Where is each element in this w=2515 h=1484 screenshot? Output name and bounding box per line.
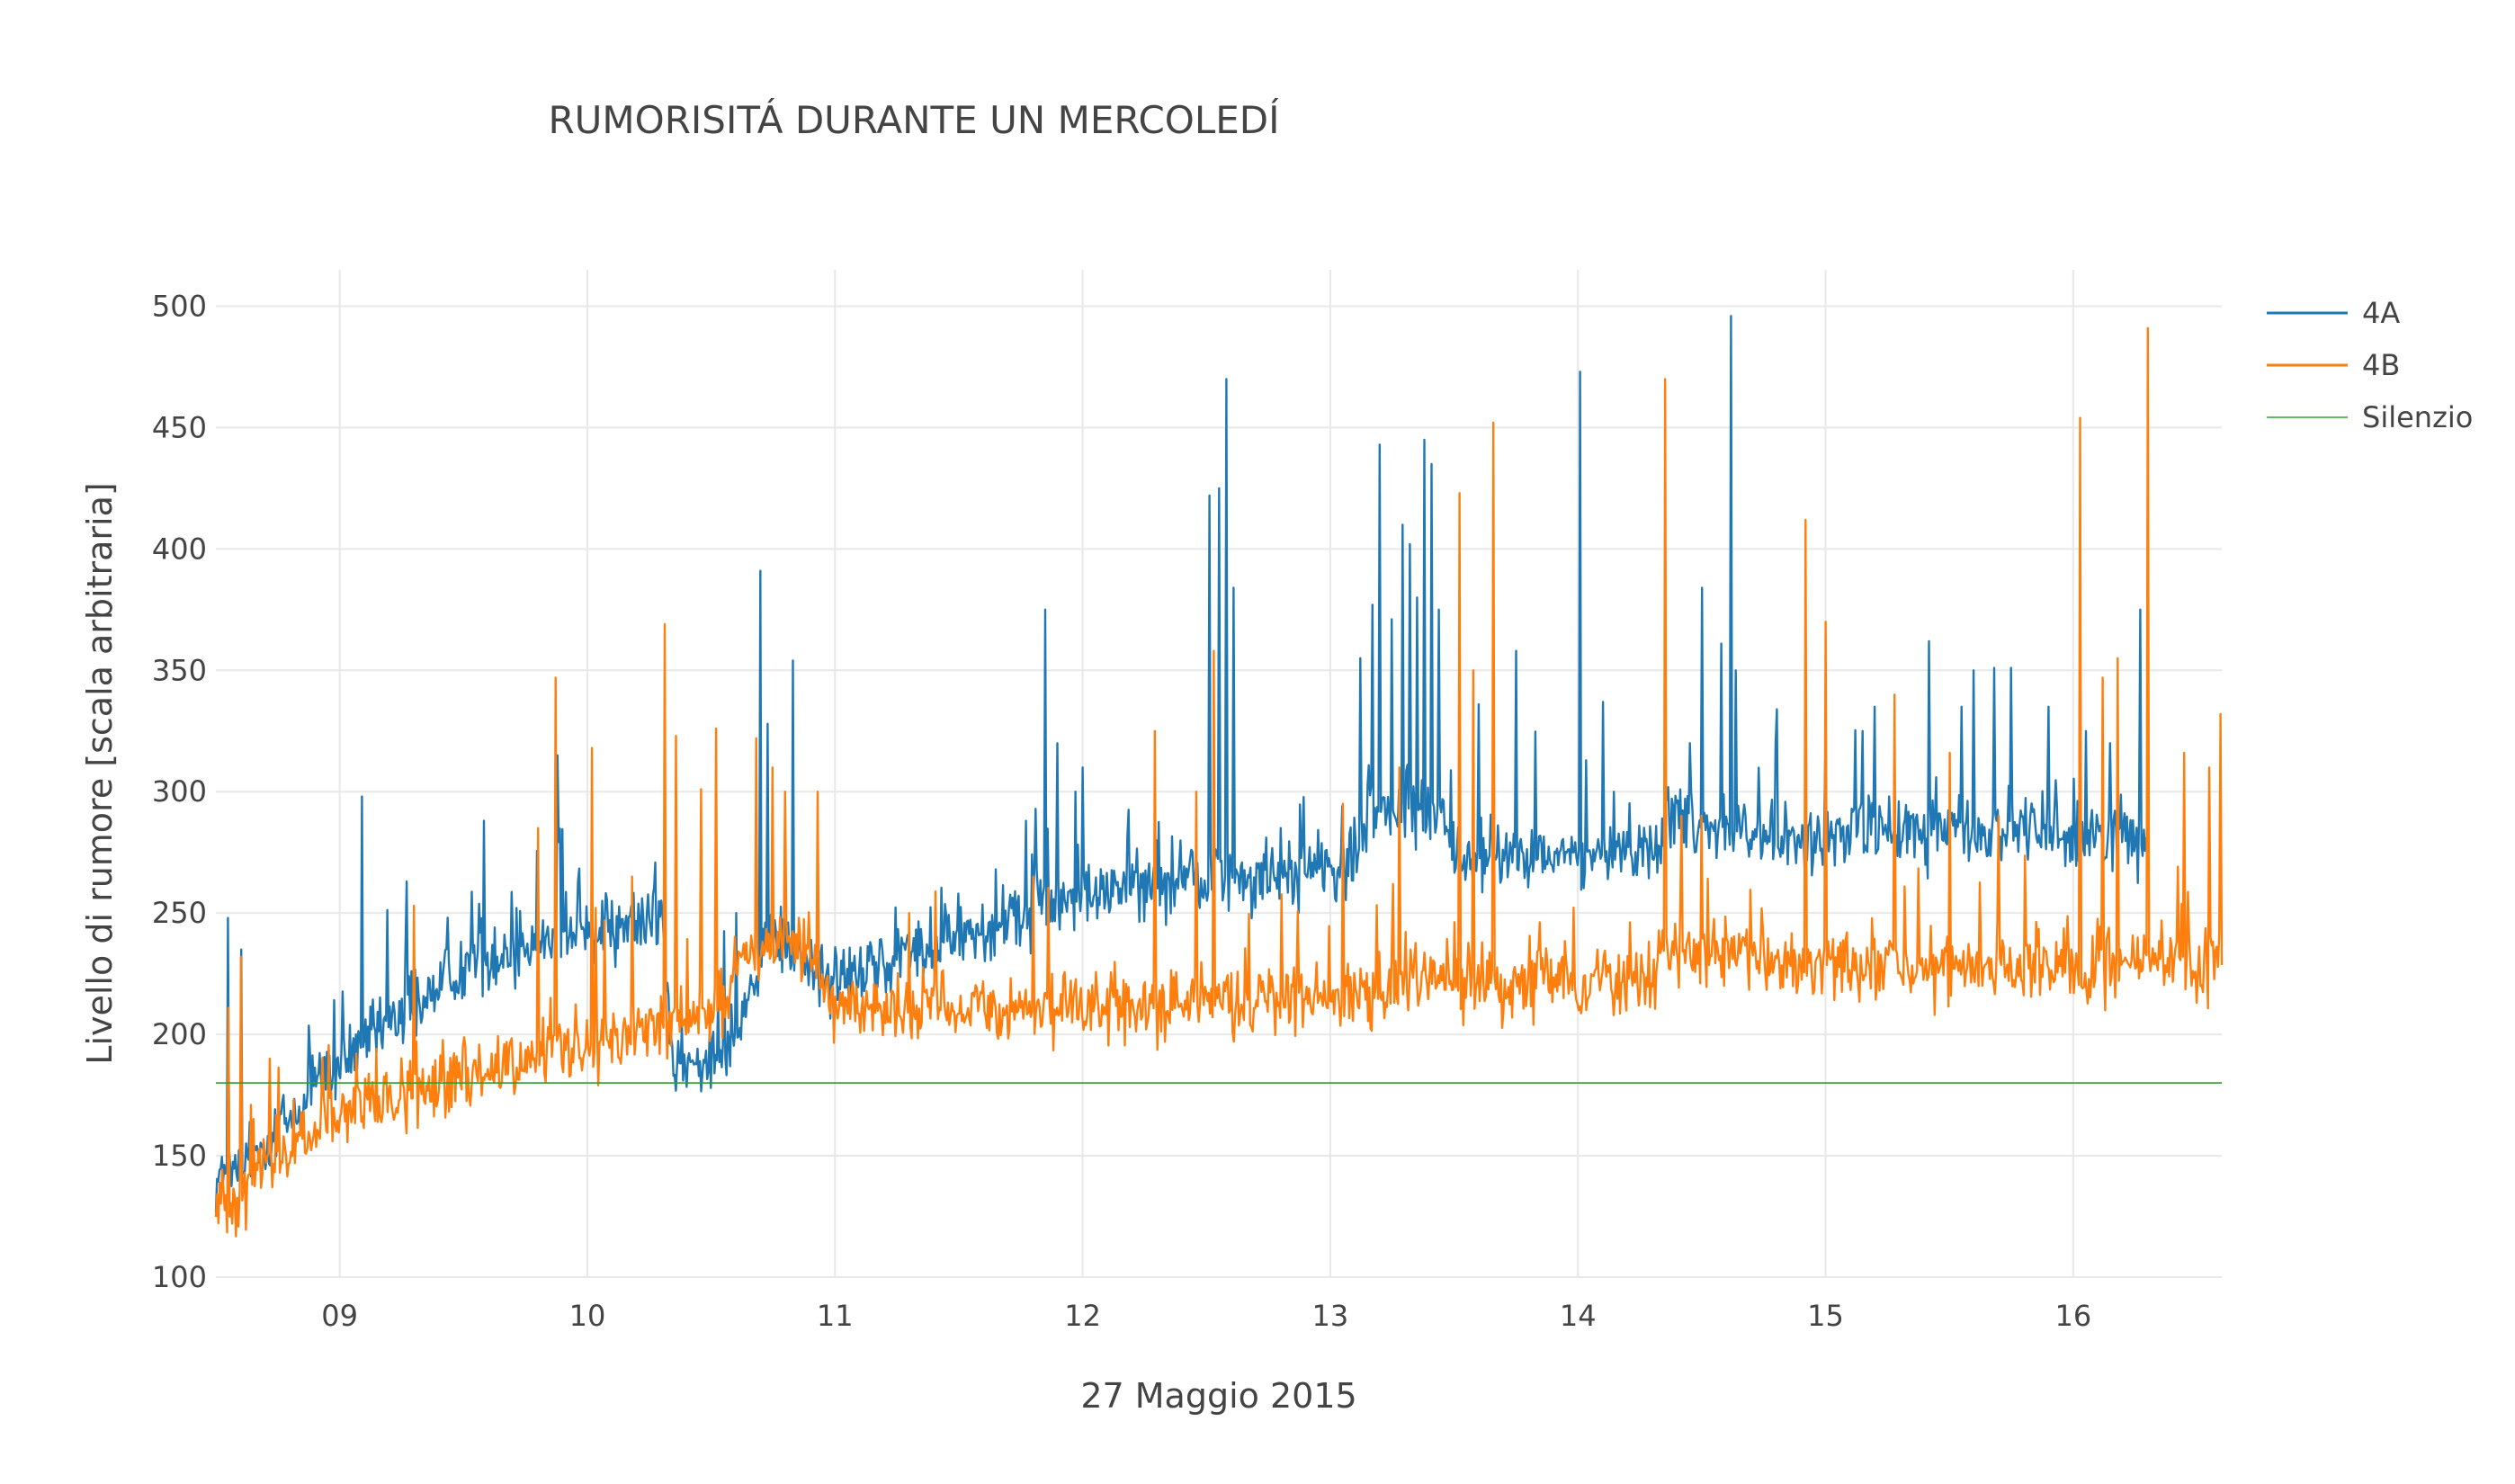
x-tick-label: 15 <box>1807 1299 1844 1333</box>
x-tick-label: 11 <box>817 1299 854 1333</box>
x-tick-label: 12 <box>1064 1299 1101 1333</box>
x-axis-title: 27 Maggio 2015 <box>1080 1376 1356 1416</box>
x-tick-label: 10 <box>569 1299 606 1333</box>
legend-label-silenzio: Silenzio <box>2362 400 2473 434</box>
y-tick-label: 450 <box>152 410 207 444</box>
series-line-4a <box>214 315 2149 1212</box>
y-tick-label: 250 <box>152 896 207 930</box>
y-axis-ticks: 100 150 200 250 300 350 400 450 500 <box>152 289 207 1294</box>
y-tick-label: 350 <box>152 653 207 687</box>
x-tick-label: 14 <box>1560 1299 1597 1333</box>
legend: 4A 4B Silenzio <box>2267 296 2473 434</box>
x-axis-ticks: 09 10 11 12 13 14 15 16 <box>321 1299 2091 1333</box>
legend-label-4b: 4B <box>2362 348 2400 382</box>
y-tick-label: 100 <box>152 1260 207 1294</box>
y-axis-title: Livello di rumore [scala arbitraria] <box>80 482 120 1064</box>
y-tick-label: 300 <box>152 774 207 809</box>
plot-area <box>214 315 2224 1238</box>
legend-label-4a: 4A <box>2362 296 2400 330</box>
x-tick-label: 16 <box>2054 1299 2091 1333</box>
y-tick-label: 400 <box>152 532 207 566</box>
x-tick-label: 09 <box>321 1299 358 1333</box>
y-tick-label: 500 <box>152 289 207 323</box>
chart-title: RUMORISITÁ DURANTE UN MERCOLEDÍ <box>549 97 1280 142</box>
y-tick-label: 200 <box>152 1017 207 1051</box>
y-tick-label: 150 <box>152 1139 207 1173</box>
x-tick-label: 13 <box>1312 1299 1349 1333</box>
series-line-4b <box>214 326 2224 1238</box>
